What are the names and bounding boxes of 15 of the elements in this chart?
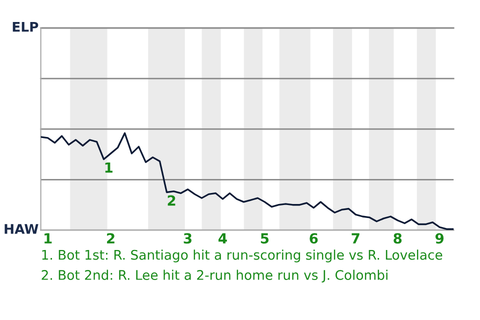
x-tick-label: 4 [218, 233, 227, 244]
annotation: 2 [168, 195, 176, 206]
x-tick-label: 7 [352, 233, 360, 244]
x-tick-label: 1 [44, 233, 52, 244]
text: 2. Bot 2nd: R. Lee hit a 2-run home run vs J. Colombi [42, 270, 388, 282]
text: HAW [4, 224, 38, 234]
x-tick-label: 5 [260, 233, 269, 244]
x-tick-label: 2 [107, 233, 114, 244]
x-tick-label: 6 [310, 233, 318, 244]
text: 1. Bot 1st: R. Santiago hit a run-scoring single vs R. Lovelace [42, 250, 442, 262]
x-tick-label: 9 [435, 233, 444, 244]
x-tick-label: 8 [394, 233, 402, 244]
annotation: 1 [105, 162, 112, 173]
x-tick-label: 3 [184, 233, 192, 244]
text: ELP [12, 22, 38, 32]
